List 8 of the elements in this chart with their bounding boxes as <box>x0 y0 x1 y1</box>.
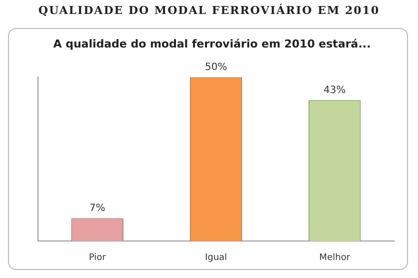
data-label: 50% <box>204 62 228 73</box>
data-label: 7% <box>89 202 106 214</box>
chart-subtitle: A qualidade do modal ferroviário em 2010 estará... <box>53 37 371 50</box>
x-tick-label: Igual <box>204 252 228 263</box>
data-label: 43% <box>324 84 346 96</box>
chart-title: QUALIDADE DO MODAL FERROVIÁRIO EM 2010 <box>37 4 381 17</box>
x-tick-label: Pior <box>88 252 106 263</box>
x-tick-label: Melhor <box>319 252 350 263</box>
